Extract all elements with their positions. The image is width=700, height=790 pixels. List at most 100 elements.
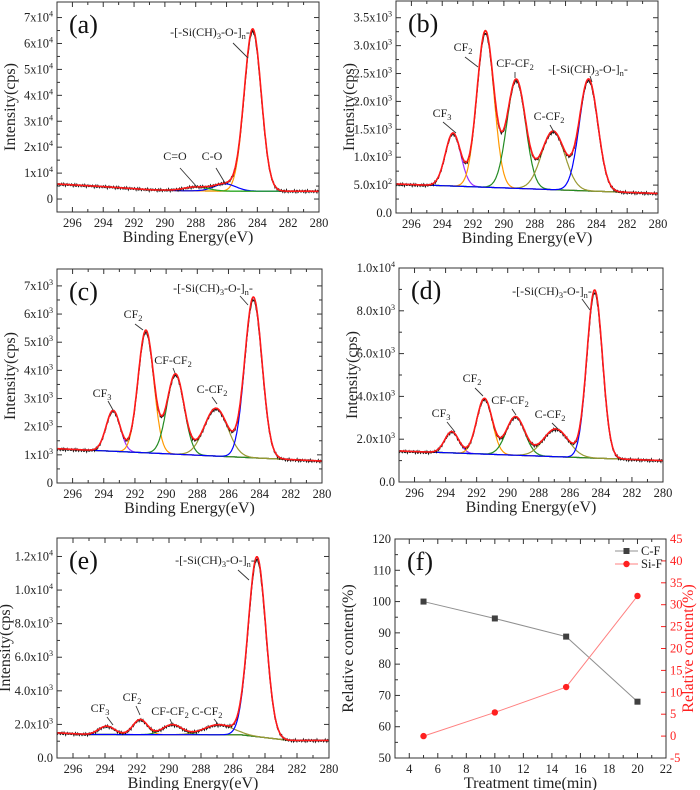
peak-label-leader: [237, 569, 250, 581]
peak-label: CF2: [123, 690, 142, 706]
y-tick-label: 100: [372, 595, 391, 609]
fitted-envelope-curve: [396, 29, 658, 195]
right-y-tick-label: 35: [670, 576, 683, 590]
x-tick-label: 20: [631, 762, 644, 776]
x-tick-label: 294: [94, 487, 114, 501]
y-tick-label: 2.0x103: [15, 716, 53, 731]
y-tick-label: 2.5x103: [354, 66, 392, 81]
x-tick-label: 292: [126, 487, 145, 501]
label-segment: 2: [560, 116, 564, 125]
data-point-c-f: [491, 615, 498, 622]
label-segment: -: [246, 25, 250, 39]
y-tick-label: 7x104: [24, 10, 53, 25]
peak-label-leader: [232, 42, 249, 59]
spectrum-curves: [396, 29, 658, 197]
x-tick-label: 296: [405, 486, 424, 500]
x-tick-label: 294: [436, 486, 456, 500]
peak-label-leader: [215, 167, 226, 184]
x-tick-label: 286: [556, 217, 575, 231]
x-tick-label: 8: [463, 762, 469, 776]
y-tick-label: 7x103: [24, 278, 53, 293]
label-segment: -[-Si(CH): [170, 25, 217, 39]
right-y-tick-label: 0: [670, 729, 676, 743]
label-segment: 3: [447, 113, 451, 122]
x-tick-label: 286: [219, 487, 238, 501]
raw-spectrum-curve: [57, 28, 319, 195]
label-segment: C-CF: [534, 109, 561, 123]
data-point-c-f: [634, 698, 641, 705]
x-tick-label: 284: [256, 762, 276, 776]
y-tick-label: 1x104: [24, 165, 53, 180]
label-segment: CF: [93, 386, 108, 400]
peak-label: -[-Si(CH)3-O-]n-: [173, 281, 253, 297]
peak-label: C=O: [163, 149, 187, 163]
label-segment: 2: [477, 378, 481, 387]
y-tick-label: 3x103: [24, 391, 53, 406]
right-y-tick-label: 15: [670, 663, 683, 677]
x-tick-label: 296: [402, 217, 421, 231]
label-segment: 3: [107, 393, 111, 402]
y-tick-label: 4.0x103: [357, 388, 395, 403]
y-tick-label: 80: [379, 657, 392, 671]
panel-label: (f): [407, 547, 433, 576]
peak-label: -[-Si(CH)3-O-]n-: [175, 553, 255, 569]
x-tick-label: 292: [128, 762, 147, 776]
peak-label-leader: [106, 716, 114, 726]
label-segment: n: [584, 291, 589, 300]
x-axis-title: Binding Energy(eV): [462, 230, 593, 247]
label-segment: n: [245, 288, 250, 297]
component-peak-curve: [399, 416, 663, 462]
data-point-si-f: [634, 592, 641, 600]
panel-label: (a): [69, 10, 98, 39]
component-peak-curve: [57, 296, 322, 462]
x-axis-title: Binding Energy(eV): [123, 229, 254, 246]
component-peak-curve: [396, 79, 658, 195]
y-tick-label: 1.0x104: [357, 260, 395, 275]
data-point-si-f: [420, 732, 427, 740]
y-axis-title: Intensity(cps): [344, 331, 361, 419]
y-tick-label: 5x103: [24, 334, 53, 349]
component-peak-curve: [399, 289, 663, 462]
plot-frame: [56, 537, 330, 759]
component-peak-curve: [57, 28, 319, 192]
x-tick-label: 16: [574, 762, 587, 776]
peak-label-leader: [135, 705, 141, 716]
y-axis-title: Intensity(cps): [0, 604, 14, 692]
y-tick-label: 3x104: [24, 113, 53, 128]
x-axis-title: Treatment time(min): [464, 775, 597, 790]
label-segment: -O-]: [221, 25, 242, 39]
label-segment: 2: [561, 414, 565, 423]
x-tick-label: 10: [489, 762, 502, 776]
fitted-envelope-curve: [57, 556, 329, 742]
y-tick-label: 0.0: [379, 475, 395, 489]
label-segment: 3: [595, 69, 599, 78]
y-tick-label: 0: [47, 192, 53, 206]
label-segment: CF-CF: [151, 704, 185, 718]
y-tick-label: 1.2x104: [15, 548, 53, 563]
panel-b: 296 294 292 290 288 286 284 282 280 0.0 5.0x102 1.0…: [341, 0, 667, 247]
label-segment: CF: [91, 701, 106, 715]
label-segment: 2: [530, 63, 534, 72]
x-tick-label: 294: [433, 217, 453, 231]
label-segment: -[-Si(CH): [548, 62, 595, 76]
y-tick-label: 1.0x104: [15, 582, 53, 597]
x-tick-label: 282: [618, 217, 637, 231]
fitted-envelope-curve: [399, 289, 663, 462]
label-segment: 2: [137, 697, 141, 706]
x-tick-label: 280: [313, 487, 332, 501]
right-y-tick-label: 20: [670, 642, 683, 656]
peak-label-leader: [464, 56, 479, 68]
x-tick-label: 6: [435, 762, 441, 776]
peak-label-leader: [169, 718, 173, 725]
data-point-c-f: [420, 598, 427, 605]
y-tick-label: 8.0x103: [15, 616, 53, 631]
label-segment: -: [249, 281, 253, 295]
legend-marker: [623, 548, 630, 554]
x-tick-label: 288: [192, 762, 211, 776]
right-y-axis-title: Relative content(%): [680, 584, 697, 712]
x-tick-label: 282: [623, 486, 642, 500]
peak-label-leader: [589, 75, 593, 83]
x-tick-label: 294: [96, 762, 116, 776]
